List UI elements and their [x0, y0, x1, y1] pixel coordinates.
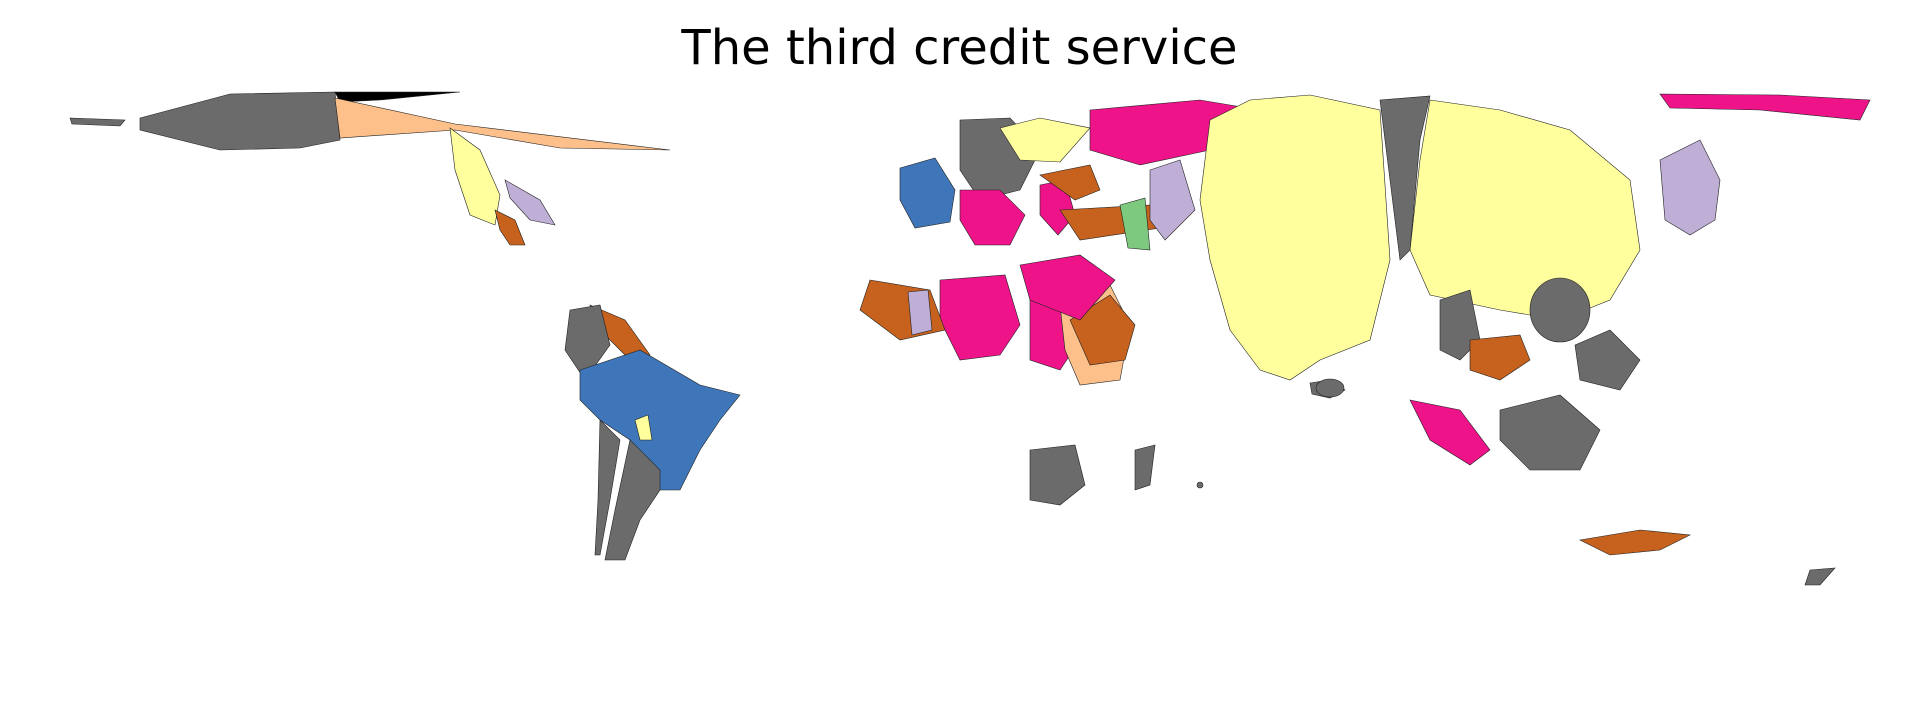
north-africa-region — [939, 274, 1021, 361]
brazil-region — [579, 349, 741, 491]
island-mark — [1529, 277, 1591, 343]
france-region — [959, 189, 1026, 246]
map-title: The third credit service — [681, 20, 1238, 76]
siberia-east-region — [1659, 93, 1871, 121]
bolivia-region — [634, 414, 653, 441]
balkans-region — [1039, 164, 1101, 201]
indonesia-region — [1409, 399, 1491, 466]
mexico-region — [449, 127, 501, 226]
island-mark — [1196, 481, 1204, 489]
iran-region — [1149, 159, 1196, 241]
southeast-asia-region — [1469, 334, 1531, 381]
saudi-arabia-region — [1019, 254, 1116, 321]
central-america-region — [494, 209, 526, 246]
china-divider-region — [1379, 95, 1431, 261]
new-zealand-region — [1804, 567, 1836, 586]
madagascar-region — [1134, 444, 1156, 491]
argentina-region — [604, 439, 661, 561]
scandinavia-region — [999, 117, 1091, 163]
island-mark — [1315, 378, 1345, 398]
borneo-region — [1499, 394, 1601, 471]
southern-africa-region — [1029, 444, 1086, 506]
usa-region — [334, 97, 671, 151]
philippines-region — [1574, 329, 1641, 391]
west-africa-region — [859, 279, 946, 341]
alaska-region — [69, 117, 126, 127]
chile-region — [594, 419, 621, 556]
colombia-region — [564, 304, 611, 381]
caribbean-region — [504, 179, 556, 226]
greenland-region — [334, 91, 461, 103]
central-asia-region — [1119, 197, 1151, 251]
sahel-region — [907, 289, 933, 336]
australia-region — [1579, 529, 1692, 556]
canada-region — [139, 91, 341, 151]
china-region — [1409, 99, 1641, 321]
india-region — [1199, 94, 1391, 381]
iberia-region — [899, 157, 956, 229]
japan-region — [1659, 139, 1721, 236]
